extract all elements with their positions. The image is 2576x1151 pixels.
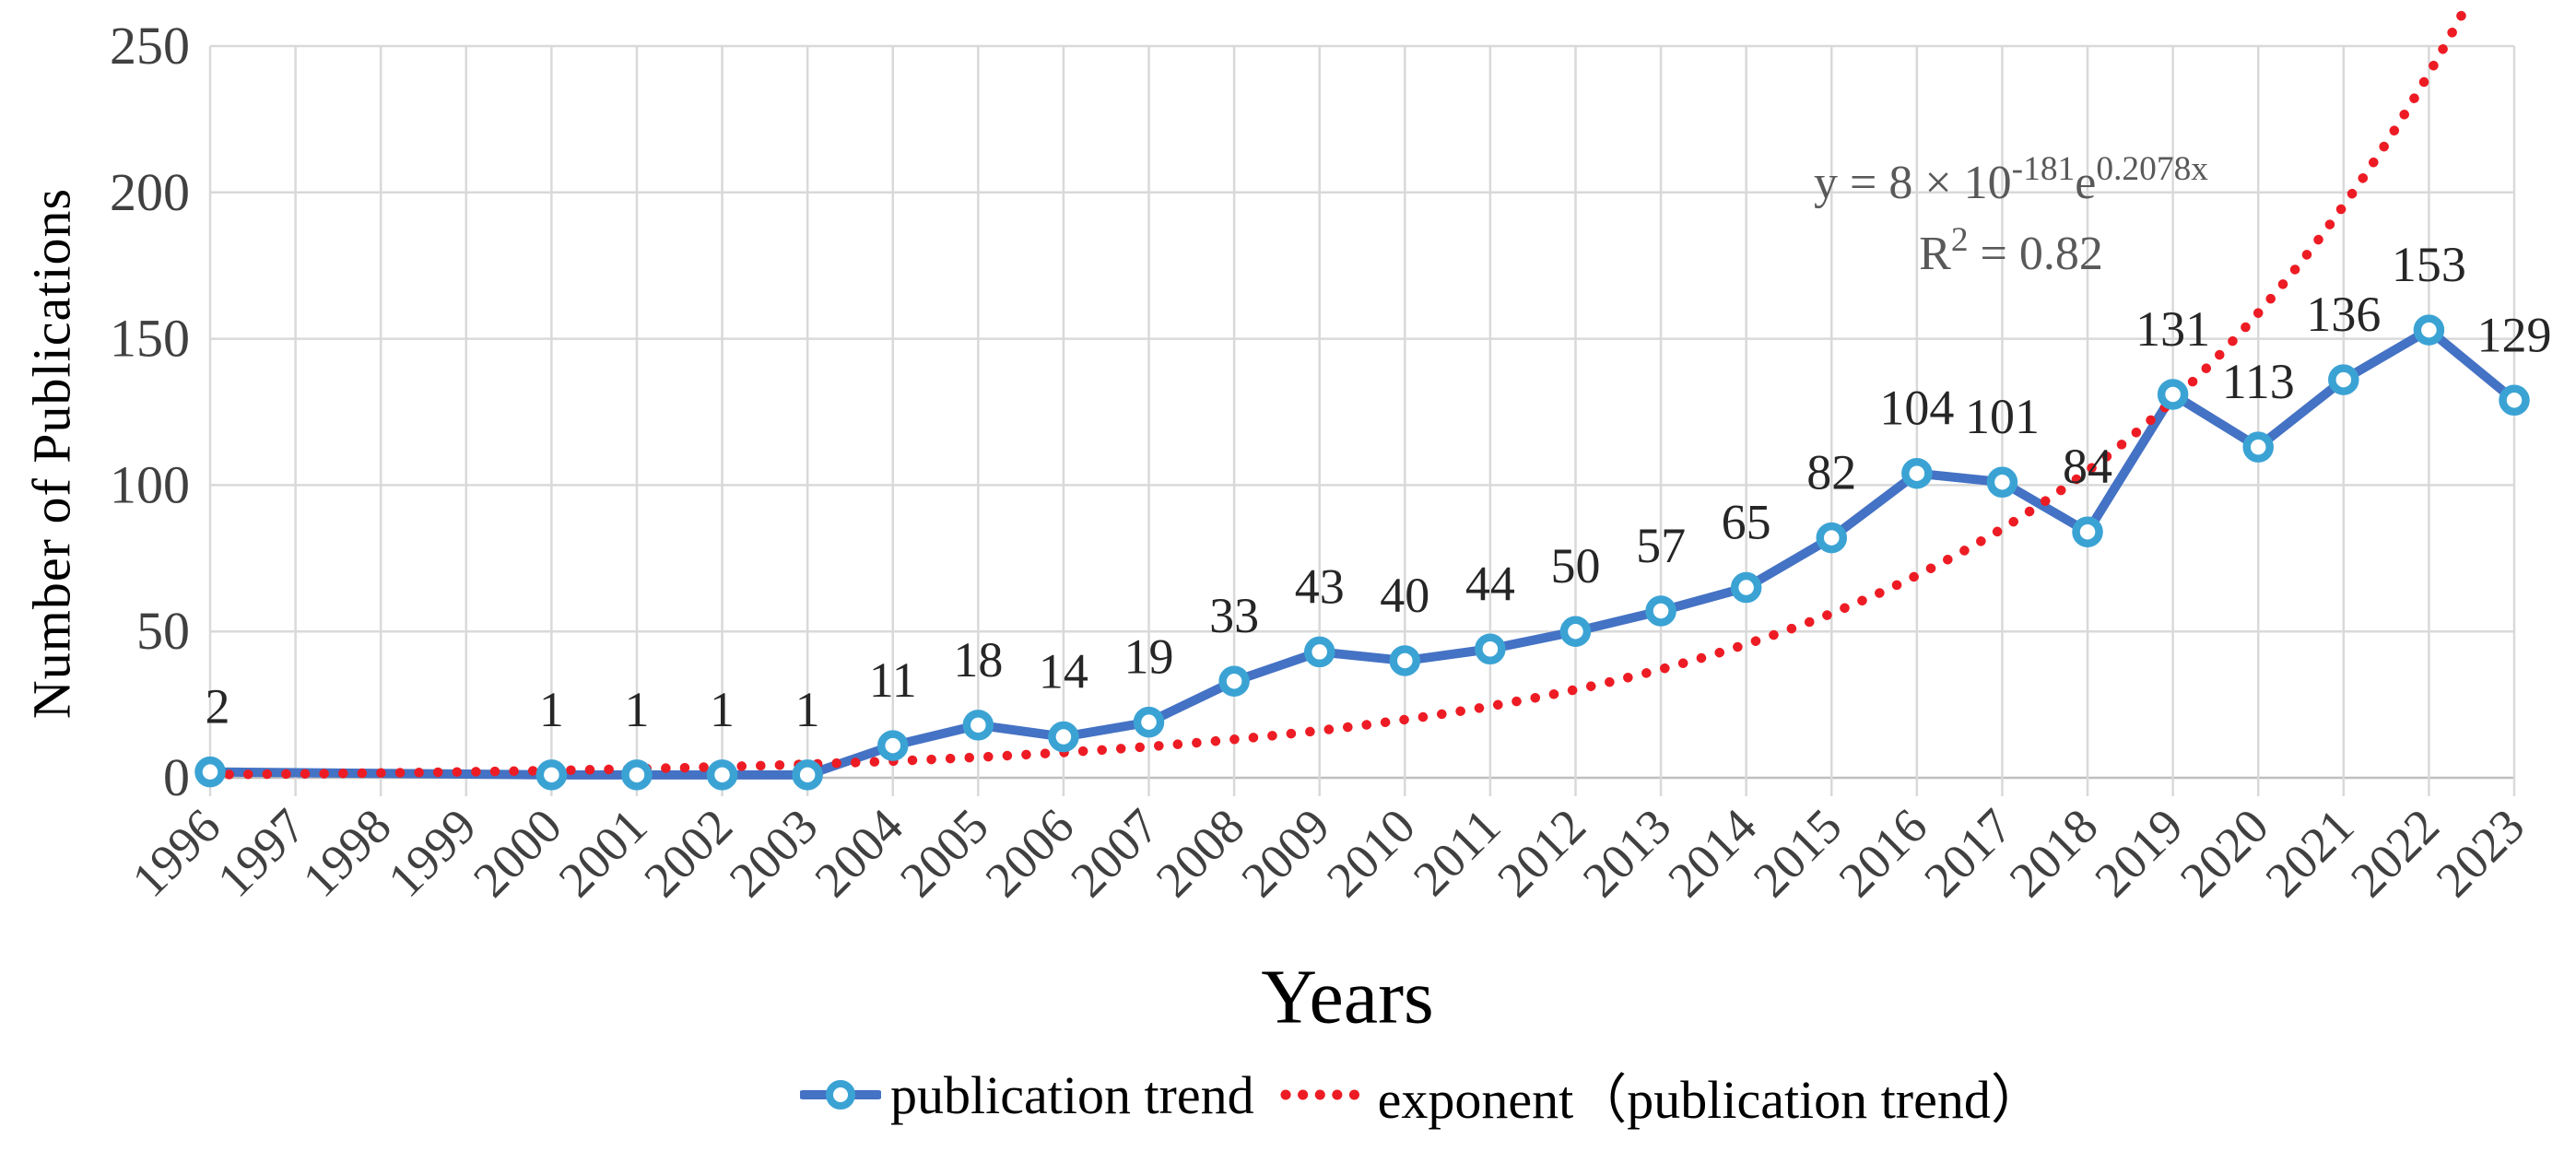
legend-line-marker-icon bbox=[800, 1080, 881, 1110]
y-tick-label: 50 bbox=[136, 601, 190, 661]
data-point-marker bbox=[1901, 457, 1933, 489]
x-tick-label: 2005 bbox=[889, 798, 999, 908]
x-tick-label: 2011 bbox=[1403, 798, 1511, 906]
data-label: 104 bbox=[1879, 381, 1954, 436]
x-tick-label: 2008 bbox=[1146, 798, 1255, 908]
x-tick-label: 2022 bbox=[2340, 798, 2450, 908]
data-label: 82 bbox=[1806, 445, 1856, 500]
data-label: 153 bbox=[2392, 237, 2466, 292]
data-label: 19 bbox=[1124, 629, 1174, 685]
data-label: 2 bbox=[206, 679, 230, 734]
x-tick-label: 2009 bbox=[1230, 798, 1340, 908]
x-tick-label: 2014 bbox=[1657, 798, 1767, 908]
data-point-marker bbox=[1816, 522, 1848, 554]
chart-legend: publication trend exponent（publication t… bbox=[800, 1056, 2044, 1133]
data-label: 57 bbox=[1636, 518, 1686, 573]
data-label: 65 bbox=[1722, 495, 1771, 550]
x-tick-label: 1997 bbox=[206, 798, 316, 908]
data-point-marker bbox=[876, 730, 909, 761]
x-tick-label: 2016 bbox=[1829, 798, 1938, 908]
equation-line-1: y = 8 × 10-181e0.2078x bbox=[1814, 149, 2208, 210]
y-tick-label: 100 bbox=[110, 454, 190, 514]
exponent-trendline bbox=[205, 0, 2476, 780]
x-tick-label: 2004 bbox=[804, 798, 913, 908]
x-tick-label: 1999 bbox=[377, 798, 487, 908]
y-tick-label: 250 bbox=[110, 16, 190, 76]
data-label: 43 bbox=[1295, 558, 1345, 614]
x-tick-label: 2023 bbox=[2426, 798, 2535, 908]
trendline-equation: y = 8 × 10-181e0.2078x R2 = 0.82 bbox=[1814, 147, 2208, 288]
y-tick-label: 150 bbox=[110, 309, 190, 369]
legend-dotted-line-icon bbox=[1280, 1089, 1374, 1100]
data-point-marker bbox=[792, 759, 823, 791]
data-label: 84 bbox=[2063, 439, 2112, 494]
equation-line-2: R2 = 0.82 bbox=[1919, 221, 2103, 281]
data-point-marker bbox=[1048, 721, 1079, 753]
x-tick-label: 2006 bbox=[975, 798, 1085, 908]
data-label: 11 bbox=[869, 652, 917, 708]
data-point-marker bbox=[1475, 633, 1506, 665]
data-point-marker bbox=[1986, 466, 2018, 498]
y-tick-label: 0 bbox=[163, 747, 190, 807]
x-tick-label: 2007 bbox=[1060, 798, 1170, 908]
legend-item-publication-trend: publication trend bbox=[800, 1064, 1254, 1126]
data-label: 18 bbox=[953, 632, 1003, 687]
data-label: 14 bbox=[1039, 644, 1088, 699]
data-label: 33 bbox=[1209, 588, 1259, 643]
x-tick-label: 2015 bbox=[1743, 798, 1853, 908]
data-label: 101 bbox=[1965, 389, 2040, 444]
data-point-marker bbox=[1645, 595, 1676, 627]
x-tick-label: 2019 bbox=[2084, 798, 2194, 908]
x-axis-title: Years bbox=[1261, 954, 1434, 1040]
data-point-marker bbox=[2328, 364, 2359, 395]
x-tick-label: 2013 bbox=[1572, 798, 1682, 908]
y-tick-label: 200 bbox=[110, 162, 190, 222]
x-tick-label: 2017 bbox=[1913, 798, 2023, 908]
data-point-marker bbox=[2157, 379, 2189, 410]
x-tick-label: 2021 bbox=[2255, 798, 2365, 908]
data-label: 50 bbox=[1550, 538, 1600, 593]
data-label: 129 bbox=[2477, 307, 2552, 362]
x-tick-label: 1996 bbox=[122, 798, 231, 908]
data-point-marker bbox=[621, 759, 653, 791]
legend-label: exponent（publication trend） bbox=[1377, 1070, 2044, 1130]
data-point-marker bbox=[194, 756, 226, 788]
data-point-marker bbox=[1389, 645, 1421, 676]
x-tick-label: 2000 bbox=[463, 798, 572, 908]
data-point-marker bbox=[2413, 314, 2445, 346]
legend-item-exponent: exponent（publication trend） bbox=[1280, 1056, 2044, 1133]
data-point-marker bbox=[706, 759, 738, 791]
x-tick-label: 2018 bbox=[1999, 798, 2109, 908]
data-label: 1 bbox=[710, 682, 735, 737]
data-label: 1 bbox=[795, 682, 820, 737]
data-point-marker bbox=[962, 710, 994, 741]
x-tick-label: 2012 bbox=[1487, 798, 1596, 908]
data-label: 44 bbox=[1465, 556, 1515, 611]
x-tick-label: 2003 bbox=[719, 798, 829, 908]
data-point-marker bbox=[2242, 431, 2274, 463]
data-point-marker bbox=[1133, 706, 1165, 738]
data-label: 131 bbox=[2135, 301, 2210, 357]
x-tick-label: 2010 bbox=[1316, 798, 1426, 908]
x-tick-label: 2002 bbox=[633, 798, 743, 908]
data-point-marker bbox=[535, 759, 568, 791]
y-axis-title: Number of Publications bbox=[21, 187, 82, 720]
legend-label: publication trend bbox=[890, 1064, 1254, 1125]
data-point-marker bbox=[1559, 616, 1592, 647]
data-label: 136 bbox=[2306, 287, 2381, 342]
data-point-marker bbox=[2499, 384, 2530, 417]
x-tick-label: 1998 bbox=[292, 798, 402, 908]
data-label: 40 bbox=[1380, 568, 1429, 623]
data-label: 1 bbox=[539, 682, 564, 737]
data-point-marker bbox=[1730, 571, 1762, 604]
data-label: 113 bbox=[2222, 354, 2295, 409]
data-label: 1 bbox=[624, 682, 649, 737]
data-point-marker bbox=[2072, 516, 2103, 547]
data-point-marker bbox=[1303, 636, 1335, 668]
x-tick-label: 2001 bbox=[548, 798, 658, 908]
data-point-marker bbox=[1218, 665, 1250, 697]
x-tick-label: 2020 bbox=[2170, 798, 2279, 908]
